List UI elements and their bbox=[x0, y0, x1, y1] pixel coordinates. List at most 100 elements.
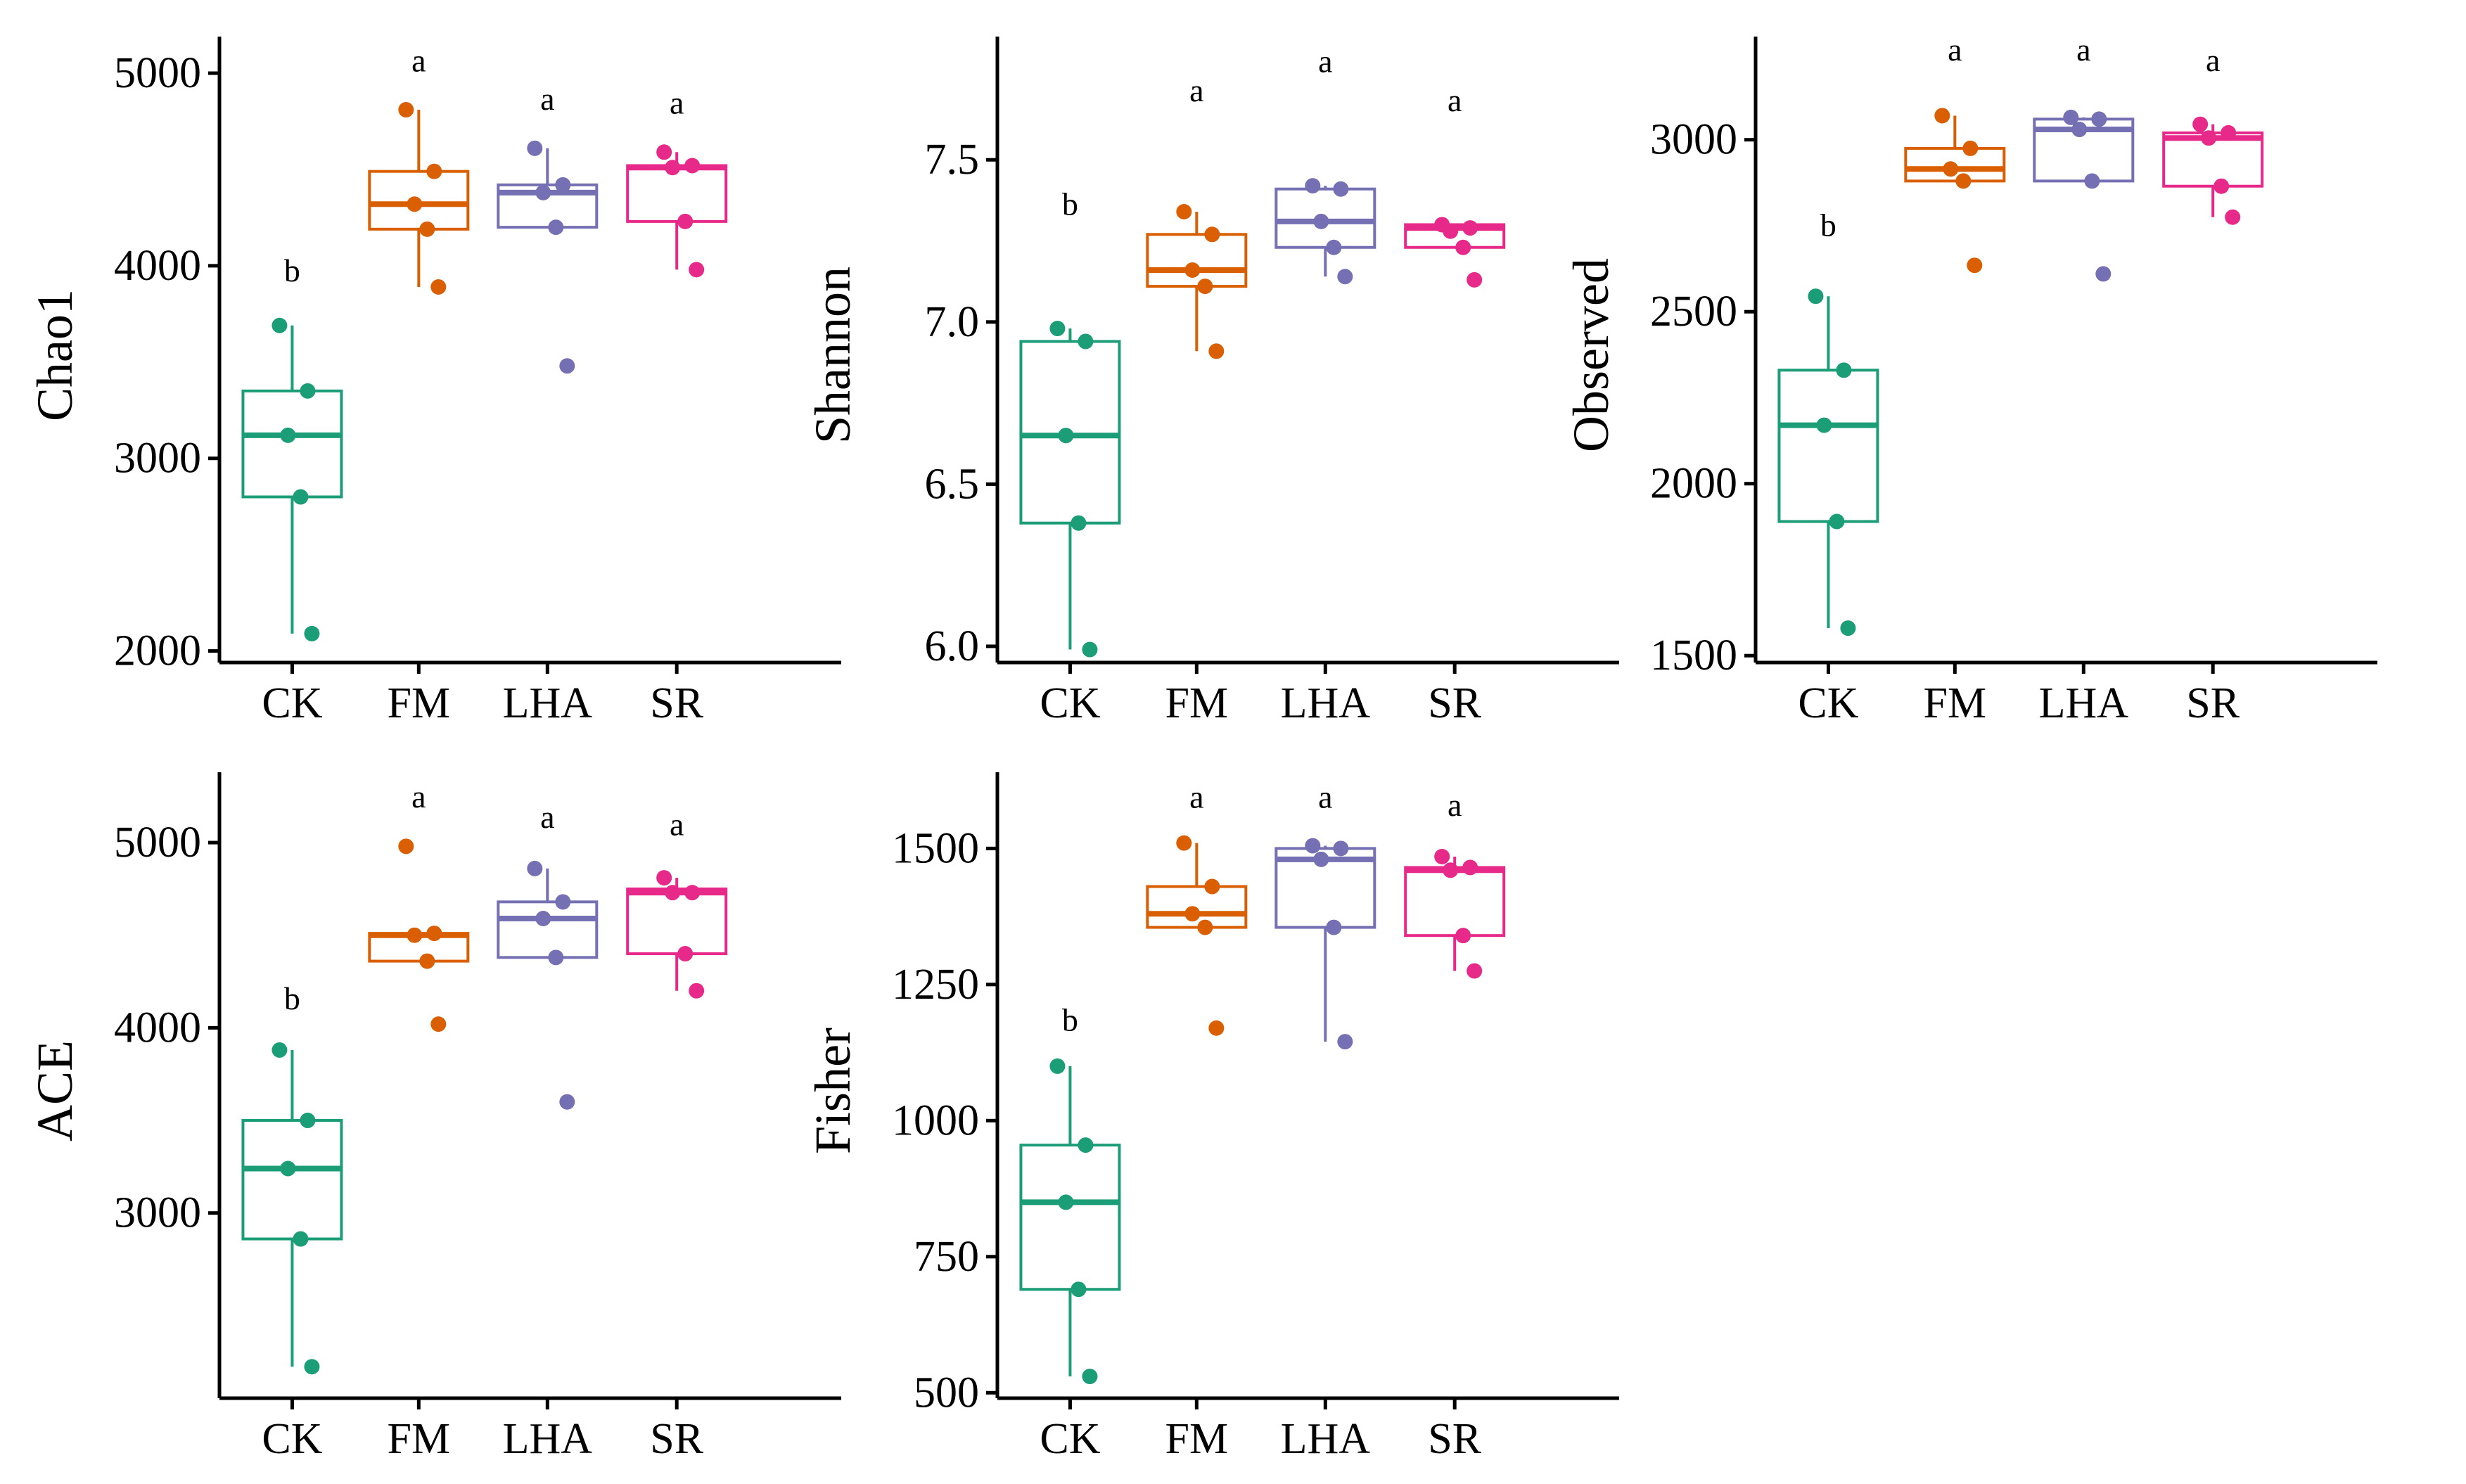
data-point bbox=[535, 184, 551, 200]
significance-letter: a bbox=[540, 81, 554, 117]
data-point bbox=[1967, 257, 1983, 274]
box-ck bbox=[241, 1042, 343, 1375]
data-point bbox=[419, 221, 435, 237]
data-point bbox=[1836, 362, 1852, 378]
significance-letter: a bbox=[411, 42, 426, 78]
data-point bbox=[1082, 1369, 1098, 1385]
y-axis-title: Chao1 bbox=[27, 289, 83, 421]
significance-letter: a bbox=[540, 799, 554, 835]
data-point bbox=[1829, 513, 1845, 530]
x-tick-label: CK bbox=[1040, 679, 1100, 727]
significance-letter: a bbox=[2206, 42, 2220, 78]
box-iqr bbox=[1404, 223, 1506, 249]
data-point bbox=[1934, 108, 1950, 124]
y-axis-title: Observed bbox=[1563, 258, 1619, 452]
x-tick-label: SR bbox=[1428, 679, 1481, 727]
data-point bbox=[2084, 173, 2100, 189]
box-ck bbox=[1019, 321, 1121, 658]
data-point bbox=[1049, 321, 1066, 337]
data-point bbox=[1455, 928, 1471, 944]
x-tick-label: SR bbox=[650, 1415, 703, 1463]
data-point bbox=[1337, 269, 1353, 285]
y-axis-title: ACE bbox=[27, 1040, 83, 1141]
y-tick-label: 750 bbox=[914, 1233, 979, 1281]
box-fm bbox=[368, 102, 470, 295]
data-point bbox=[280, 1160, 296, 1177]
significance-letter: a bbox=[1189, 779, 1203, 814]
y-tick-label: 5000 bbox=[114, 49, 201, 97]
y-tick-label: 7.0 bbox=[925, 298, 980, 346]
significance-letter: a bbox=[2076, 32, 2090, 68]
data-point bbox=[2095, 266, 2112, 282]
x-tick-label: FM bbox=[388, 1415, 451, 1463]
data-point bbox=[656, 870, 672, 886]
data-point bbox=[1058, 428, 1074, 444]
data-point bbox=[1313, 213, 1329, 229]
box-iqr bbox=[1274, 847, 1376, 929]
y-tick-label: 3000 bbox=[114, 1189, 201, 1237]
y-tick-label: 2000 bbox=[114, 627, 201, 675]
box-ck bbox=[1019, 1058, 1121, 1385]
data-point bbox=[1962, 140, 1979, 156]
x-tick-label: SR bbox=[1428, 1415, 1481, 1463]
data-point bbox=[1197, 279, 1213, 295]
box-lha bbox=[497, 860, 599, 1110]
panel-ace: 3000 4000 5000 ACE CK b FM a LHA a SR a bbox=[27, 772, 841, 1463]
x-tick-label: SR bbox=[2186, 679, 2240, 727]
data-point bbox=[1467, 963, 1483, 979]
data-point bbox=[293, 489, 309, 505]
data-point bbox=[1808, 288, 1824, 305]
data-point bbox=[293, 1231, 309, 1247]
data-point bbox=[1462, 220, 1478, 236]
data-point bbox=[1337, 1034, 1353, 1050]
data-point bbox=[656, 144, 672, 160]
significance-letter: b bbox=[1062, 1002, 1078, 1038]
box-iqr bbox=[241, 389, 343, 499]
data-point bbox=[677, 946, 694, 962]
y-tick-label: 1250 bbox=[892, 961, 979, 1009]
panel-chao1: 2000 3000 4000 5000 Chao1 CK b FM a LHA a SR a bbox=[27, 37, 841, 727]
significance-letter: a bbox=[1318, 779, 1332, 814]
box-iqr bbox=[2033, 117, 2135, 183]
significance-letter: b bbox=[284, 252, 300, 288]
y-tick-label: 1500 bbox=[1650, 632, 1737, 679]
y-tick-label: 6.0 bbox=[925, 622, 980, 670]
box-ck bbox=[1777, 288, 1879, 637]
y-axis-title: Fisher bbox=[805, 1028, 861, 1154]
y-tick-label: 2500 bbox=[1650, 288, 1737, 335]
panel-fisher: 500 750 1000 1250 1500 Fisher CK b FM a LHA a SR a bbox=[805, 772, 1619, 1463]
x-tick-label: SR bbox=[650, 679, 703, 727]
data-point bbox=[426, 163, 442, 179]
significance-letter: a bbox=[670, 807, 684, 843]
significance-letter: a bbox=[411, 779, 426, 814]
data-point bbox=[419, 953, 435, 969]
significance-letter: a bbox=[1948, 32, 1962, 68]
data-point bbox=[1078, 1137, 1094, 1153]
y-tick-label: 6.5 bbox=[925, 460, 980, 508]
box-sr bbox=[1404, 848, 1506, 979]
box-iqr bbox=[241, 1119, 343, 1241]
box-iqr bbox=[1274, 187, 1376, 249]
data-point bbox=[559, 1094, 575, 1110]
y-tick-label: 7.5 bbox=[925, 136, 980, 184]
box-sr bbox=[626, 870, 728, 999]
data-point bbox=[1333, 181, 1349, 197]
box-fm bbox=[1146, 835, 1248, 1036]
significance-letter: a bbox=[1448, 82, 1462, 118]
data-point bbox=[1071, 1281, 1087, 1298]
data-point bbox=[1816, 417, 1832, 433]
data-point bbox=[689, 983, 705, 999]
y-tick-label: 3000 bbox=[1650, 116, 1737, 164]
significance-letter: a bbox=[1448, 787, 1462, 823]
data-point bbox=[1305, 178, 1321, 194]
data-point bbox=[684, 885, 701, 901]
data-point bbox=[1305, 838, 1321, 854]
data-point bbox=[398, 102, 414, 118]
data-point bbox=[398, 838, 414, 855]
box-iqr bbox=[1019, 1144, 1121, 1291]
data-point bbox=[677, 213, 694, 229]
box-iqr bbox=[497, 900, 599, 959]
box-lha bbox=[497, 140, 599, 374]
x-tick-label: LHA bbox=[503, 1415, 593, 1463]
data-point bbox=[527, 860, 543, 876]
